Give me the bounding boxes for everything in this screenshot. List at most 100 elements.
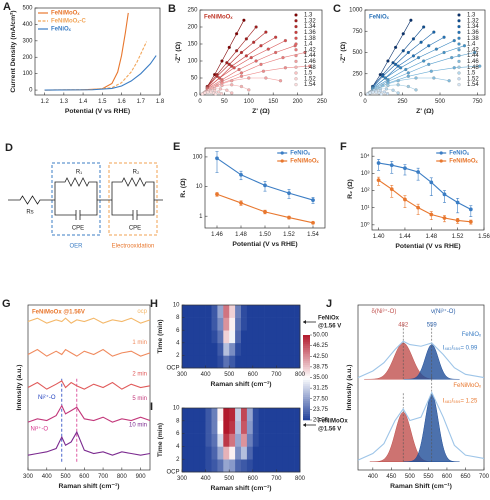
y-tick-label: 400 [22,22,33,28]
data-point [252,40,256,44]
heat-cell [223,305,230,318]
heat-cell [288,355,295,369]
data-point [394,45,398,50]
data-point [414,88,418,92]
data-point [227,45,231,50]
colorbar-segment [303,352,310,355]
heat-cell [246,459,254,473]
x-tick-label: 1.54 [307,232,319,238]
x-tick-label: 250 [317,99,328,105]
data-point [422,25,426,29]
heat-cell [229,459,236,473]
colorbar-segment [303,341,310,344]
heat-cell [182,420,189,434]
x-tick-label: 700 [98,474,109,480]
legend-label: 1.32 [467,18,479,24]
heat-cell [270,342,277,356]
heat-cell [217,433,224,447]
data-point [308,64,312,68]
data-point [215,192,219,197]
y-tick-label: 10⁴ [360,153,370,160]
heat-cell [258,305,265,318]
x-tick-label: 600 [79,474,90,480]
data-point [432,30,436,34]
heat-cell [205,317,212,331]
heat-cell [187,305,195,318]
heat-cell [235,408,242,422]
fit-line [207,52,305,91]
heat-cell [288,408,295,422]
data-point [242,18,246,22]
x-axis-label: Raman shift (cm⁻¹) [211,485,272,492]
x-tick-label: 600 [442,474,453,480]
heat-cell [276,317,283,331]
data-point [219,92,224,96]
heat-cell [187,342,195,356]
x-tick-label: 1.40 [373,234,385,240]
fit-line [207,20,245,87]
x-tick-label: 1.2 [40,99,49,105]
heat-cell [235,420,242,434]
heat-cell [252,446,259,460]
annotation: 559 [427,322,438,328]
heat-cell [229,408,236,422]
chart-title: FeNiOₓ [369,15,390,21]
plot-frame [371,147,485,231]
legend-marker [457,36,461,40]
heat-cell [182,355,189,369]
heat-cell [294,317,301,331]
annotation: 482 [398,322,409,328]
heat-cell [258,317,265,331]
colorbar-segment [303,377,310,380]
heat-cell [241,342,248,356]
heat-cell [217,459,224,473]
legend-label: 1.34 [467,24,479,30]
data-point [391,61,395,65]
plot-frame [181,407,301,473]
fit-line [371,77,450,92]
heat-cell [276,420,283,434]
data-point [404,67,408,72]
data-point [216,90,221,94]
y-tick-label: 4 [176,340,180,346]
heat-cell [205,305,212,318]
x-tick-label: 1.5 [98,99,107,105]
x-tick-label: 1.7 [137,99,146,105]
data-point [283,66,287,70]
rs-label: Rs [26,210,33,216]
panel-label: D [5,142,13,154]
y-tick-label: 1000 [349,8,363,14]
heat-cell [199,433,206,447]
colorbar-segment [303,383,310,387]
colorbar-segment [303,394,310,397]
data-point [283,38,287,43]
fit-peak [403,344,460,380]
data-point [427,62,431,67]
heat-cell [270,330,277,344]
data-point [442,216,447,220]
series-line [27,317,151,324]
heat-cell [264,420,271,434]
annotation: I₄₈₂/₅₅₉= 0.99 [443,345,478,351]
heat-cell [182,446,189,460]
heat-cell [294,420,301,434]
x-tick-label: 150 [268,99,279,105]
x-tick-label: 500 [61,474,72,480]
heat-cell [199,446,206,460]
y-tick-label: 150 [187,42,198,48]
heat-cell [288,342,295,356]
x-tick-label: 750 [472,99,483,105]
data-point [230,83,234,87]
legend-label: 1.48 [304,65,316,71]
heat-cell [217,420,224,434]
heat-cell [288,459,295,473]
heat-cell [282,433,289,447]
legend-label: FeNiOₓ [449,151,470,157]
heat-cell [264,408,271,422]
heat-cell [252,317,259,331]
heat-cell [270,446,277,460]
heat-cell [282,342,289,356]
data-point [468,207,473,212]
panel-label: J [326,298,332,310]
colorbar-segment [303,400,310,404]
